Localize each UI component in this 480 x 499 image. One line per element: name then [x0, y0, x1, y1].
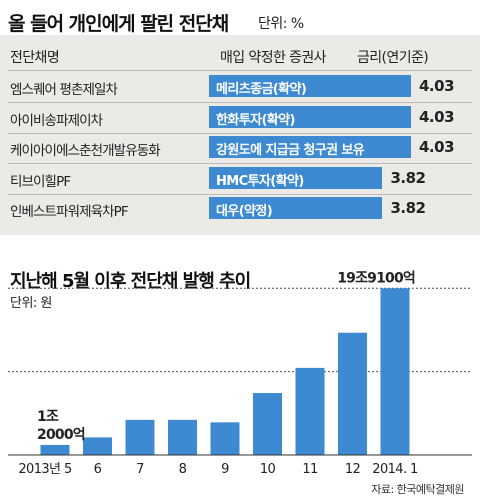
- broker-name: 한화투자(확약): [216, 112, 295, 128]
- broker-name: HMC투자(확약): [216, 173, 304, 189]
- header-divider: [8, 70, 472, 71]
- bar: [380, 288, 410, 455]
- rate-bar: [209, 136, 411, 158]
- broker-name: 대우(약정): [216, 204, 273, 219]
- rate-value: 4.03: [419, 107, 455, 126]
- row-divider: [8, 102, 472, 103]
- row-divider: [8, 193, 472, 195]
- x-tick-label: 12: [345, 462, 360, 477]
- x-tick-label: 2013년 5: [18, 462, 72, 477]
- issuer-name: 엠스퀘어 평촌제일차: [10, 82, 118, 98]
- bar: [83, 437, 112, 455]
- x-tick-label: 6: [94, 462, 102, 477]
- bar: [168, 419, 197, 455]
- header-rate: 금리(연기준): [357, 50, 429, 66]
- rate-value: 3.82: [390, 168, 426, 187]
- issuer-name: 인베스트파워제육차PF: [10, 204, 129, 220]
- broker-name: 메리츠종금(확약): [216, 82, 307, 97]
- rate-bar: [209, 166, 383, 189]
- bar: [40, 444, 70, 455]
- x-tick-label: 2014. 1: [372, 462, 418, 477]
- row-divider: [8, 132, 472, 134]
- last-bar-label: 19조9100억: [337, 270, 415, 286]
- first-bar-label-line1: 1조: [37, 409, 59, 425]
- x-tick-label: 7: [136, 462, 144, 477]
- table-unit: 단위: %: [258, 16, 304, 32]
- issuer-name: 아이비송파제이차: [10, 112, 103, 129]
- rate-bar: [209, 75, 411, 97]
- rate-value: 4.03: [419, 77, 455, 95]
- x-tick-label: 11: [302, 462, 318, 477]
- chart-unit: 단위: 원: [10, 296, 52, 311]
- header-broker: 매입 약정한 증권사: [220, 50, 327, 66]
- bar-chart: 2013년 5 6 7 8 9 10 11 12 2014. 1 1조 2000억 19조9100억: [8, 270, 472, 477]
- broker-name: 강원도에 지급금 청구권 보유: [216, 143, 365, 158]
- x-tick-label: 10: [260, 462, 276, 477]
- bar: [125, 419, 155, 455]
- rate-value: 3.82: [390, 199, 426, 217]
- bar: [295, 367, 325, 455]
- first-bar-label-line2: 2000억: [37, 427, 85, 443]
- rate-bar: [209, 197, 383, 219]
- source-note: 자료: 한국예탁결제원: [371, 483, 464, 496]
- rate-bar: [209, 105, 411, 128]
- issuer-name: 티브이힐PF: [10, 173, 71, 190]
- table-title: 올 들어 개인에게 팔린 전단채: [8, 13, 229, 35]
- bar: [253, 393, 282, 455]
- x-tick-label: 9: [221, 462, 229, 477]
- bar: [338, 332, 367, 455]
- x-tick-label: 8: [179, 462, 187, 477]
- issuer-name: 케이아이에스춘천개발유동화: [10, 143, 161, 159]
- chart-title: 지난해 5월 이후 전단채 발행 추이: [10, 271, 251, 292]
- bar: [210, 422, 240, 455]
- row-divider: [8, 163, 472, 164]
- rate-value: 4.03: [419, 138, 455, 156]
- header-issuer: 전단채명: [10, 50, 60, 66]
